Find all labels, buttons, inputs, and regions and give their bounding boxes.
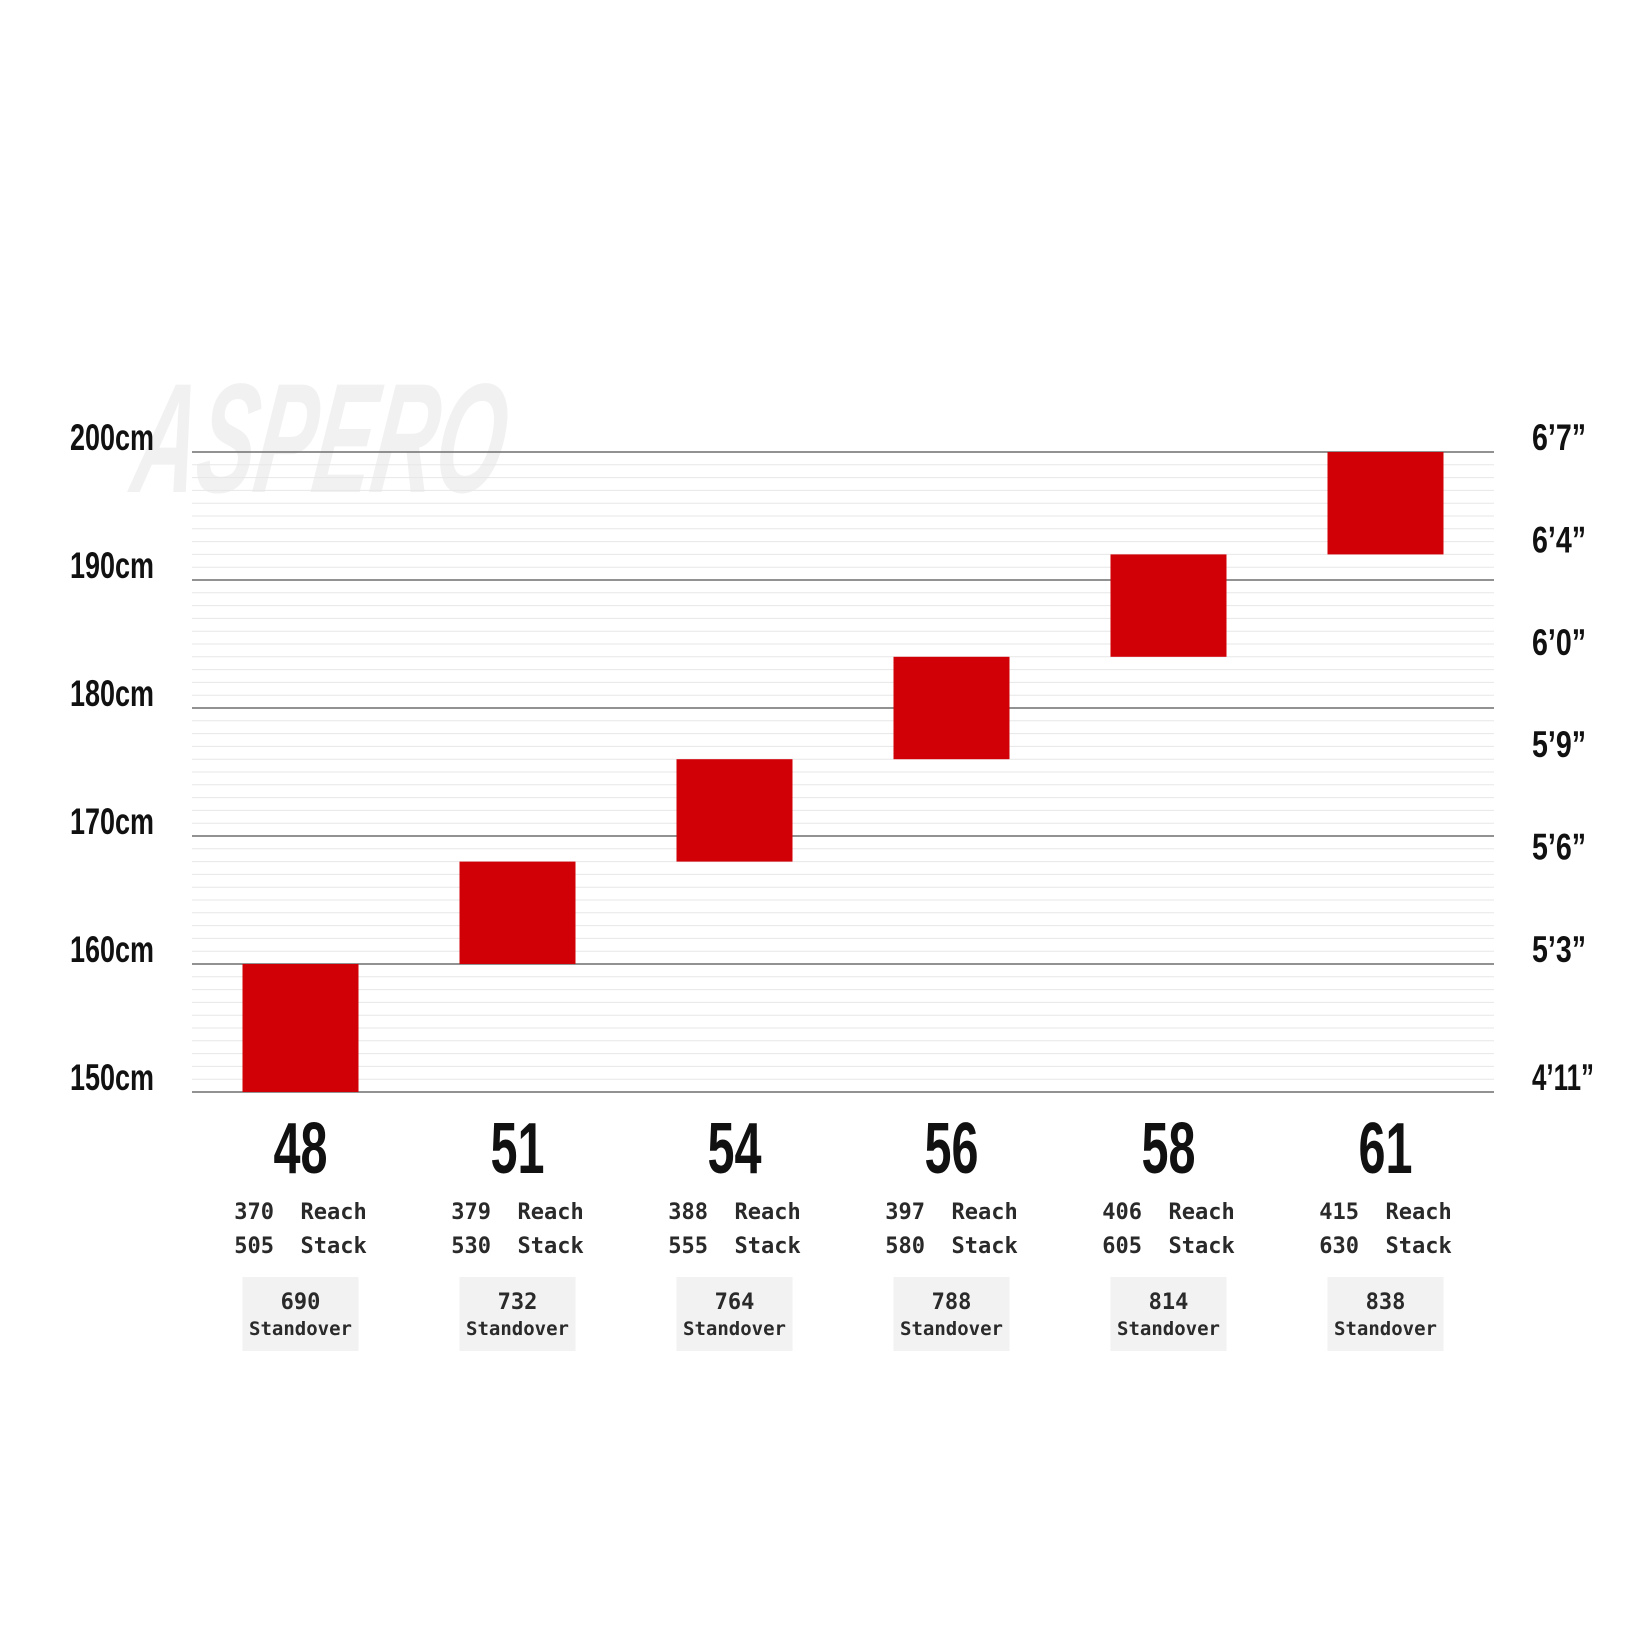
standover-value: 690 [281,1290,321,1315]
reach-number: 415 [1319,1200,1359,1225]
size-range-bar [676,759,793,862]
y-tick-label-right: 6’0” [1532,622,1586,663]
stack-value: 505 Stack [234,1234,366,1259]
reach-number: 388 [668,1200,708,1225]
stack-value: 605 Stack [1102,1234,1234,1259]
reach-number: 379 [451,1200,491,1225]
standover-value: 788 [932,1290,972,1315]
size-label: 54 [708,1109,762,1189]
stack-label: Stack [952,1234,1018,1259]
size-range-bar [1110,554,1227,657]
reach-label: Reach [1169,1200,1235,1225]
reach-label: Reach [301,1200,367,1225]
size-label: 58 [1142,1109,1196,1189]
standover-value: 814 [1149,1290,1189,1315]
standover-box [893,1277,1010,1351]
standover-label: Standover [249,1318,352,1340]
reach-label: Reach [1386,1200,1452,1225]
stack-value: 580 Stack [885,1234,1017,1259]
reach-value: 397 Reach [885,1200,1017,1225]
reach-label: Reach [952,1200,1018,1225]
reach-number: 397 [885,1200,925,1225]
y-tick-label-left: 160cm [70,929,154,970]
y-tick-label-right: 6’4” [1532,519,1586,560]
y-tick-label-right: 6’7” [1532,417,1586,458]
size-range-bar [242,964,359,1092]
size-range-bar [893,656,1010,760]
y-tick-label-right: 5’6” [1532,827,1586,868]
stack-number: 505 [234,1234,274,1259]
reach-number: 370 [234,1200,274,1225]
stack-value: 630 Stack [1319,1234,1451,1259]
stack-number: 530 [451,1234,491,1259]
size-label: 48 [274,1109,328,1189]
stack-label: Stack [301,1234,367,1259]
stack-value: 555 Stack [668,1234,800,1259]
stack-number: 580 [885,1234,925,1259]
standover-box [242,1277,359,1351]
standover-value: 838 [1366,1290,1406,1315]
reach-value: 370 Reach [234,1200,366,1225]
stack-label: Stack [1386,1234,1452,1259]
standover-box [676,1277,793,1351]
y-tick-label-left: 180cm [70,673,154,714]
reach-value: 406 Reach [1102,1200,1234,1225]
stack-number: 555 [668,1234,708,1259]
watermark-text: ASPERO [122,352,519,526]
reach-number: 406 [1102,1200,1142,1225]
stack-number: 605 [1102,1234,1142,1259]
standover-value: 732 [498,1290,538,1315]
stack-number: 630 [1319,1234,1359,1259]
reach-label: Reach [518,1200,584,1225]
standover-value: 764 [715,1290,755,1315]
standover-box [1327,1277,1444,1351]
standover-label: Standover [900,1318,1003,1340]
size-label: 56 [925,1109,979,1189]
y-tick-label-left: 190cm [70,545,154,586]
stack-label: Stack [518,1234,584,1259]
standover-box [1110,1277,1227,1351]
size-range-bar [1327,452,1444,555]
stack-label: Stack [735,1234,801,1259]
y-tick-label-left: 150cm [70,1057,154,1098]
size-label: 51 [491,1109,545,1189]
standover-label: Standover [1334,1318,1437,1340]
standover-label: Standover [683,1318,786,1340]
stack-value: 530 Stack [451,1234,583,1259]
y-tick-label-right: 5’9” [1532,724,1586,765]
standover-label: Standover [1117,1318,1220,1340]
reach-value: 388 Reach [668,1200,800,1225]
y-tick-label-right: 4’11” [1532,1057,1594,1098]
standover-label: Standover [466,1318,569,1340]
size-label: 61 [1359,1109,1413,1189]
stack-label: Stack [1169,1234,1235,1259]
y-tick-label-left: 170cm [70,801,154,842]
reach-value: 379 Reach [451,1200,583,1225]
reach-value: 415 Reach [1319,1200,1451,1225]
size-range-bar [459,861,576,964]
y-tick-label-left: 200cm [70,417,154,458]
reach-label: Reach [735,1200,801,1225]
standover-box [459,1277,576,1351]
y-tick-label-right: 5’3” [1532,929,1586,970]
